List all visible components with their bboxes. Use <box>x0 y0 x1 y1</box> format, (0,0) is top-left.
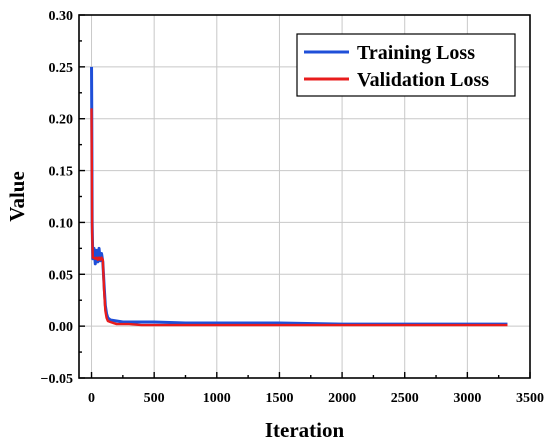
y-tick-label: −0.05 <box>41 372 73 387</box>
x-tick-label: 2000 <box>328 391 356 406</box>
validation-loss-line <box>90 108 508 327</box>
legend-label-training: Training Loss <box>357 42 475 64</box>
y-tick-label: 0.00 <box>49 320 74 335</box>
x-tick-label: 2500 <box>391 391 419 406</box>
legend-box <box>296 33 516 97</box>
axis-ticks: 0 500 1000 1500 2000 2500 3000 3500 −0.05 0.00 0.0… <box>41 9 544 406</box>
x-axis-label: Iteration <box>265 418 345 442</box>
x-tick-label: 500 <box>144 391 165 406</box>
x-tick-label: 1000 <box>203 391 231 406</box>
series-lines <box>90 66 508 327</box>
x-tick-label: 1500 <box>265 391 293 406</box>
y-tick-label: 0.20 <box>49 113 74 128</box>
x-tick-label: 3000 <box>453 391 481 406</box>
y-tick-label: 0.15 <box>49 165 74 180</box>
x-tick-label: 3500 <box>516 391 544 406</box>
y-tick-label: 0.30 <box>49 9 74 24</box>
y-tick-label: 0.25 <box>49 61 74 76</box>
legend: Training Loss Validation Loss <box>296 33 516 97</box>
y-axis-label: Value <box>5 171 29 222</box>
x-tick-label: 0 <box>88 391 95 406</box>
y-tick-label: 0.05 <box>49 268 74 283</box>
y-tick-label: 0.10 <box>49 216 74 231</box>
legend-label-validation: Validation Loss <box>357 69 489 91</box>
